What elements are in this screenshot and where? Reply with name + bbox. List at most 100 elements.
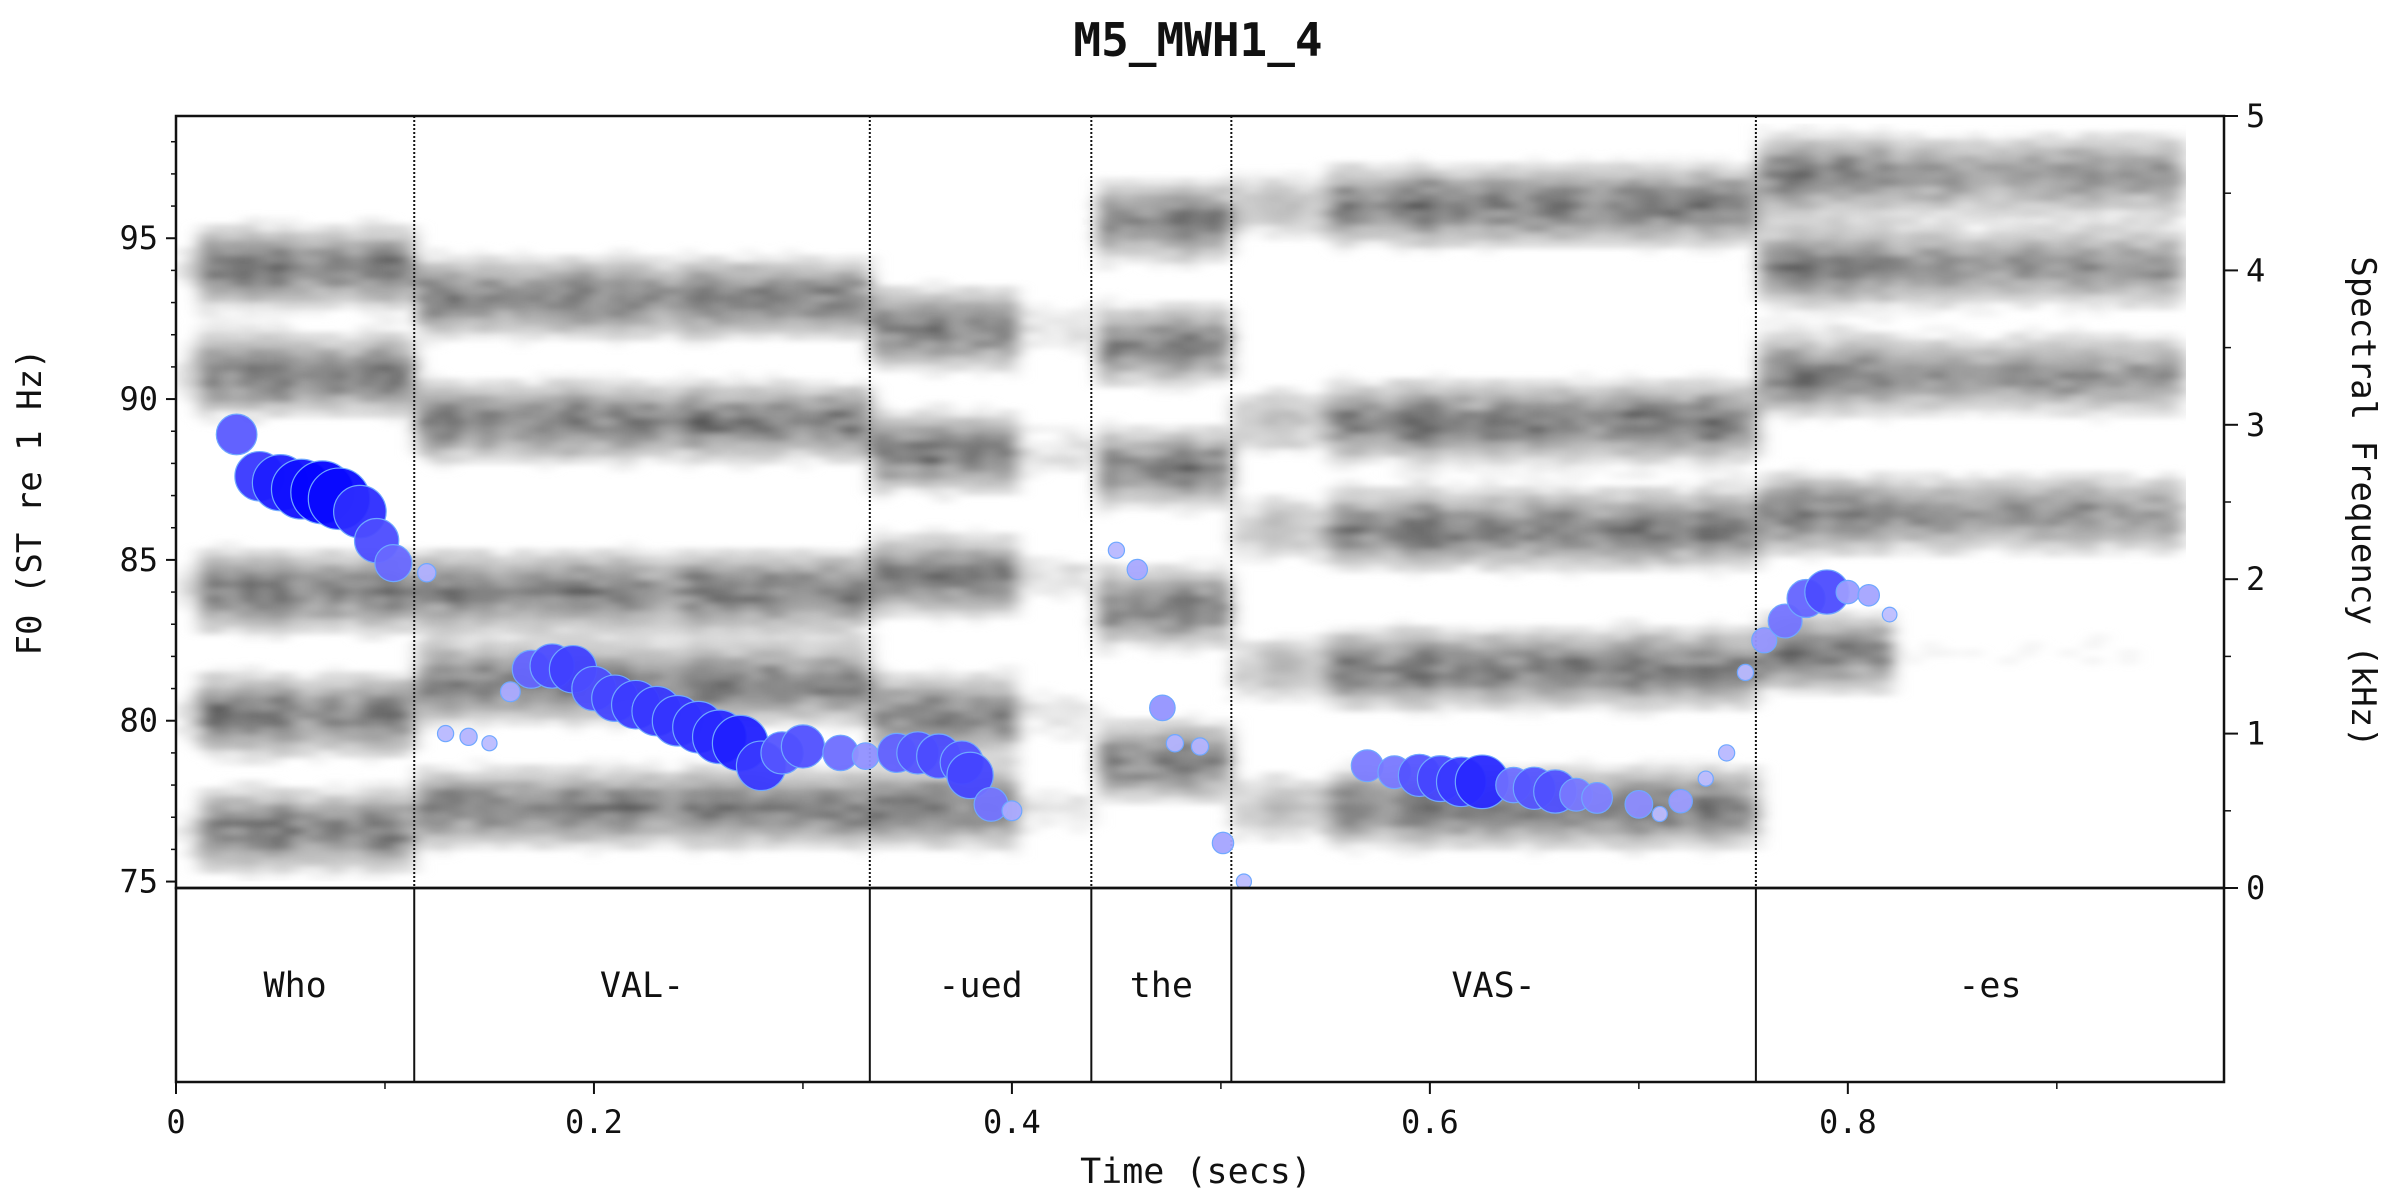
spectrogram-cell bbox=[284, 702, 290, 712]
spectrogram-cell bbox=[428, 725, 434, 735]
spectrogram-cell bbox=[212, 278, 218, 287]
spectrogram-cell bbox=[326, 841, 332, 851]
spectrogram-cell bbox=[566, 640, 572, 650]
spectrogram-cell bbox=[248, 370, 254, 380]
spectrogram-cell bbox=[416, 664, 422, 673]
spectrogram-cell bbox=[458, 610, 464, 619]
spectrogram-cell bbox=[512, 764, 518, 774]
spectrogram-cell bbox=[638, 571, 644, 581]
spectrogram-cell bbox=[206, 363, 212, 372]
spectrogram-cell bbox=[350, 810, 356, 820]
spectrogram-cell bbox=[374, 725, 380, 735]
spectrogram-cell bbox=[368, 347, 374, 357]
spectrogram-cell bbox=[278, 563, 284, 573]
spectrogram-cell bbox=[482, 556, 488, 565]
spectrogram-cell bbox=[674, 432, 680, 442]
spectrogram-cell bbox=[254, 787, 260, 797]
spectrogram-cell bbox=[446, 671, 452, 681]
spectrogram-cell bbox=[398, 810, 404, 820]
spectrogram-cell bbox=[212, 826, 218, 835]
spectrogram-cell bbox=[536, 772, 542, 781]
spectrogram-cell bbox=[614, 795, 620, 805]
spectrogram-cell bbox=[200, 393, 206, 403]
spectrogram-cell bbox=[464, 293, 470, 303]
spectrogram-cell bbox=[572, 563, 578, 573]
spectrogram-cell bbox=[332, 602, 338, 612]
spectrogram-cell bbox=[506, 278, 512, 287]
spectrogram-cell bbox=[266, 617, 272, 627]
spectrogram-cell bbox=[464, 625, 470, 635]
spectrogram-cell bbox=[566, 254, 572, 264]
spectrogram-cell bbox=[614, 309, 620, 318]
spectrogram-cell bbox=[296, 270, 302, 280]
spectrogram-cell bbox=[632, 571, 638, 581]
spectrogram-cell bbox=[326, 270, 332, 280]
spectrogram-cell bbox=[218, 864, 224, 874]
spectrogram-cell bbox=[638, 324, 644, 334]
spectrogram-cell bbox=[698, 262, 704, 272]
spectrogram-cell bbox=[338, 671, 344, 681]
spectrogram-cell bbox=[650, 810, 656, 820]
spectrogram-cell bbox=[698, 656, 704, 666]
spectrogram-cell bbox=[374, 239, 380, 249]
spectrogram-cell bbox=[296, 718, 302, 727]
spectrogram-cell bbox=[446, 718, 452, 727]
spectrogram-cell bbox=[662, 262, 668, 272]
spectrogram-cell bbox=[272, 355, 278, 365]
spectrogram-cell bbox=[584, 779, 590, 789]
spectrogram-cell bbox=[218, 857, 224, 866]
spectrogram-cell bbox=[572, 378, 578, 388]
spectrogram-cell bbox=[470, 586, 476, 596]
spectrogram-cell bbox=[728, 633, 734, 642]
spectrogram-cell bbox=[626, 803, 632, 812]
spectrogram-cell bbox=[692, 826, 698, 835]
spectrogram-cell bbox=[326, 370, 332, 380]
spectrogram-cell bbox=[344, 602, 350, 612]
spectrogram-cell bbox=[386, 749, 392, 758]
spectrogram-cell bbox=[674, 440, 680, 449]
spectrogram-cell bbox=[308, 625, 314, 635]
spectrogram-cell bbox=[728, 803, 734, 812]
spectrogram-cell bbox=[200, 586, 206, 596]
spectrogram-cell bbox=[458, 285, 464, 295]
spectrogram-cell bbox=[668, 417, 674, 426]
spectrogram-cell bbox=[734, 656, 740, 666]
spectrogram-cell bbox=[572, 417, 578, 426]
spectrogram-cell bbox=[506, 563, 512, 573]
spectrogram-cell bbox=[698, 648, 704, 658]
spectrogram-cell bbox=[608, 548, 614, 558]
spectrogram-cell bbox=[716, 810, 722, 820]
spectrogram-cell bbox=[410, 586, 416, 596]
spectrogram-cell bbox=[422, 772, 428, 781]
spectrogram-cell bbox=[530, 301, 536, 310]
spectrogram-cell bbox=[614, 664, 620, 673]
spectrogram-cell bbox=[260, 718, 266, 727]
spectrogram-cell bbox=[278, 849, 284, 859]
spectrogram-cell bbox=[428, 432, 434, 442]
spectrogram-cell bbox=[440, 818, 446, 828]
spectrogram-cell bbox=[404, 749, 410, 758]
spectrogram-cell bbox=[536, 417, 542, 426]
spectrogram-cell bbox=[242, 679, 248, 689]
spectrogram-cell bbox=[194, 363, 200, 372]
spectrogram-cell bbox=[350, 239, 356, 249]
spectrogram-cell bbox=[440, 787, 446, 797]
spectrogram-cell bbox=[686, 764, 692, 774]
spectrogram-cell bbox=[644, 648, 650, 658]
spectrogram-cell bbox=[248, 285, 254, 295]
spectrogram-cell bbox=[206, 579, 212, 588]
spectrogram-cell bbox=[458, 409, 464, 419]
spectrogram-cell bbox=[290, 301, 296, 310]
spectrogram-cell bbox=[458, 710, 464, 720]
spectrogram-cell bbox=[284, 563, 290, 573]
spectrogram-cell bbox=[506, 664, 512, 673]
spectrogram-cell bbox=[314, 563, 320, 573]
spectrogram-cell bbox=[578, 710, 584, 720]
spectrogram-cell bbox=[302, 864, 308, 874]
spectrogram-cell bbox=[668, 679, 674, 689]
spectrogram-cell bbox=[224, 579, 230, 588]
spectrogram-cell bbox=[320, 833, 326, 843]
spectrogram-cell bbox=[272, 216, 278, 226]
spectrogram-cell bbox=[242, 370, 248, 380]
spectrogram-cell bbox=[302, 702, 308, 712]
